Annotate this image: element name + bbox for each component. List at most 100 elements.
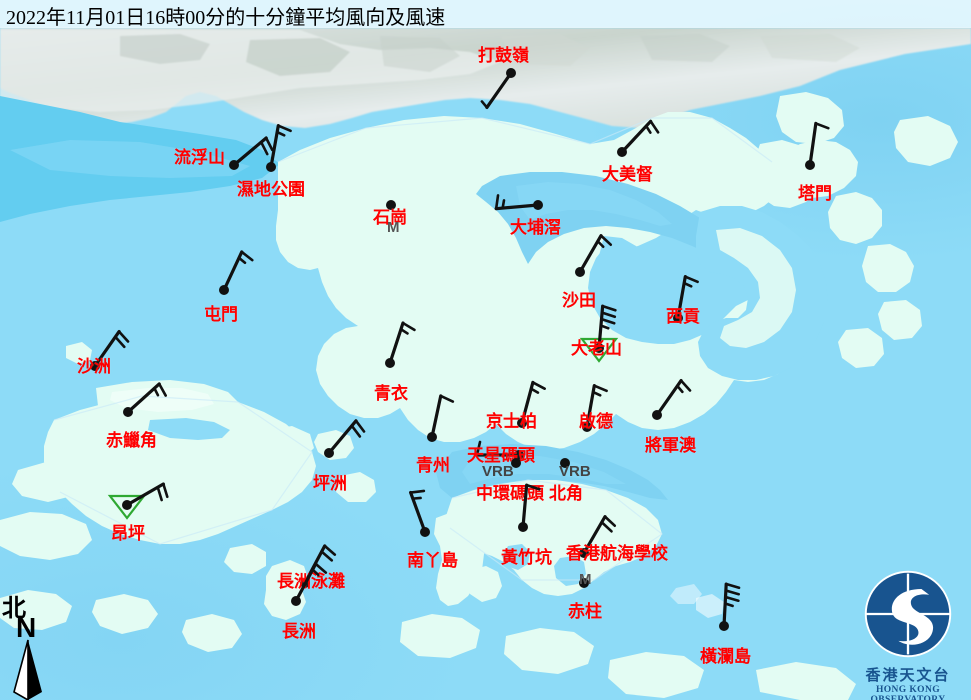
wind-barb-icon	[125, 482, 169, 507]
wind-barb-icon	[494, 194, 540, 211]
logo-name-en: HONG KONG OBSERVATORY	[870, 685, 946, 700]
station-dot[interactable]	[579, 548, 589, 558]
station-label: 石崗	[373, 208, 407, 227]
station-dot[interactable]	[385, 358, 395, 368]
station-label: 坪洲	[313, 474, 347, 493]
station-label: 青州	[416, 456, 450, 475]
station-label: 長洲	[282, 622, 316, 641]
variable-wind-marker: VRB	[482, 463, 514, 480]
station-label: 大埔滘	[510, 218, 561, 237]
wind-barb-icon	[722, 582, 741, 628]
station-dot[interactable]	[219, 285, 229, 295]
wind-barb-icon	[597, 304, 617, 350]
station-dot[interactable]	[579, 578, 589, 588]
station-label: 長洲泳灘	[277, 572, 345, 591]
station-dot[interactable]	[511, 458, 521, 468]
compass-label-zh: 北	[2, 596, 26, 622]
wind-barb-icon	[327, 419, 366, 455]
station-dot[interactable]	[652, 410, 662, 420]
hong-kong-island	[446, 480, 662, 596]
wind-barb-icon	[521, 483, 541, 529]
station-dot[interactable]	[517, 418, 527, 428]
station-dot[interactable]	[266, 162, 276, 172]
missing-data-marker: M	[579, 571, 592, 588]
station-label: 沙田	[562, 291, 596, 310]
station-dot[interactable]	[291, 596, 301, 606]
mainland-landmass	[0, 28, 971, 128]
station-label: 黃竹坑	[501, 548, 552, 567]
logo-name-zh: 香港天文台	[865, 668, 951, 684]
station-label: 昂坪	[111, 524, 145, 543]
station-dot[interactable]	[805, 160, 815, 170]
wind-barb-icon	[520, 380, 546, 425]
station-label: 青衣	[374, 384, 408, 403]
station-label: 打鼓嶺	[478, 46, 529, 65]
wind-barb-icon	[222, 250, 254, 292]
wind-barb-icon	[585, 384, 608, 429]
station-dot[interactable]	[427, 432, 437, 442]
station-label: 沙洲	[77, 357, 111, 376]
lantau-island	[44, 394, 316, 544]
wind-barb-icon	[430, 394, 455, 439]
station-dot[interactable]	[575, 267, 585, 277]
station-label: 赤鱲角	[106, 431, 157, 450]
station-label: 濕地公園	[237, 180, 305, 199]
gust-triangle-icon	[107, 494, 147, 520]
hko-logo-icon	[864, 570, 952, 658]
station-dot[interactable]	[582, 422, 592, 432]
station-label: 大美督	[602, 165, 653, 184]
wind-barb-icon	[676, 275, 699, 320]
station-label: 赤柱	[568, 602, 602, 621]
wind-barb-icon	[388, 321, 416, 365]
station-label: 北角	[549, 484, 583, 503]
station-dot[interactable]	[324, 448, 334, 458]
north-arrow-icon	[13, 639, 42, 700]
station-label: 香港航海學校	[566, 544, 668, 563]
station-dot[interactable]	[420, 527, 430, 537]
station-label: 流浮山	[174, 148, 225, 167]
station-dot[interactable]	[506, 68, 516, 78]
wind-barb-icon	[93, 329, 130, 368]
page-title: 2022年11月01日16時00分的十分鐘平均風向及風速	[6, 7, 446, 29]
station-label: 京士柏	[486, 412, 537, 431]
station-dot[interactable]	[673, 313, 683, 323]
station-dot[interactable]	[90, 361, 100, 371]
station-dot[interactable]	[386, 200, 396, 210]
compass-label-en: N	[16, 612, 37, 643]
title-bar	[0, 0, 971, 28]
station-dot[interactable]	[123, 407, 133, 417]
wind-barb-icon	[475, 440, 521, 457]
wind-barb-icon	[294, 562, 328, 603]
station-dot[interactable]	[518, 522, 528, 532]
station-label: 大老山	[571, 339, 622, 358]
station-dot[interactable]	[719, 621, 729, 631]
wind-barb-icon	[126, 382, 167, 414]
missing-data-marker: M	[387, 219, 400, 236]
station-label: 橫瀾島	[700, 647, 751, 666]
station-label: 將軍澳	[645, 436, 696, 455]
variable-wind-marker: VRB	[559, 463, 591, 480]
station-dot[interactable]	[122, 500, 132, 510]
station-label: 屯門	[204, 305, 238, 324]
wind-barb-icon	[808, 121, 830, 167]
wind-barb-icon	[409, 489, 427, 534]
wind-barb-icon	[480, 71, 513, 110]
station-label: 南丫島	[407, 551, 458, 570]
wind-barb-icon	[578, 234, 613, 274]
station-dot[interactable]	[617, 147, 627, 157]
station-dot[interactable]	[229, 160, 239, 170]
wind-barb-icon	[620, 119, 660, 154]
wind-barb-icon	[269, 124, 292, 169]
wind-barb-icon	[655, 378, 692, 417]
station-dot[interactable]	[560, 458, 570, 468]
hko-logo: 香港天文台 HONG KONG OBSERVATORY	[848, 566, 968, 700]
wind-barb-icon	[232, 136, 274, 167]
station-dot[interactable]	[594, 343, 604, 353]
station-dot[interactable]	[514, 450, 524, 460]
station-label: 西貢	[666, 307, 700, 326]
wind-barb-icon	[582, 515, 617, 555]
station-dot[interactable]	[533, 200, 543, 210]
station-label: 啟德	[579, 412, 613, 431]
